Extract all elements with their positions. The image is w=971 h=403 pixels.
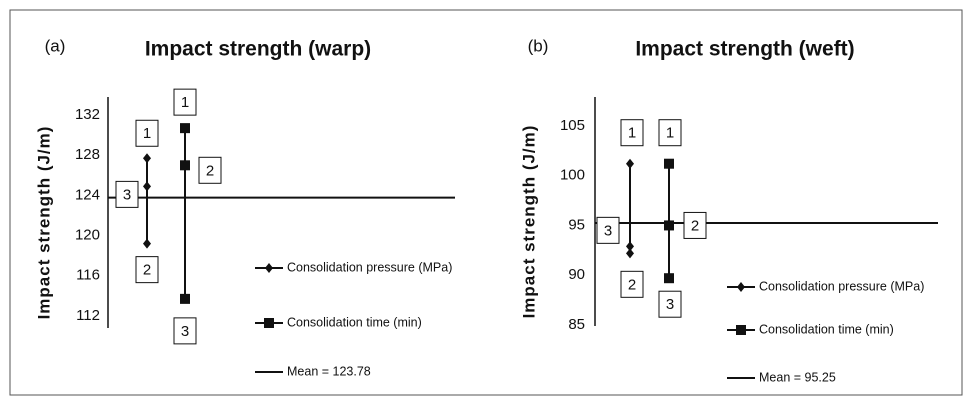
level-label: 2 (143, 262, 151, 279)
chart-panel: (b) Impact strength (weft) Impact strength… (519, 36, 938, 384)
level-box (173, 88, 197, 116)
marker (664, 158, 674, 169)
legend-marker (264, 318, 274, 328)
y-tick-label: 116 (76, 267, 100, 284)
level-box (173, 317, 197, 345)
marker (626, 241, 634, 252)
legend-label: Mean = 123.78 (287, 364, 371, 378)
marker (143, 181, 151, 192)
level-box (198, 156, 222, 184)
marker (180, 123, 190, 134)
y-tick-label: 105 (560, 117, 585, 134)
chart-panel: (a) Impact strength (warp) Impact strength… (34, 36, 455, 378)
level-box (620, 270, 644, 298)
frame (9, 9, 963, 396)
level-label: 2 (206, 162, 214, 179)
panel-label: (b) (528, 36, 549, 55)
level-label: 1 (666, 125, 674, 142)
level-box (658, 119, 682, 147)
level-box (683, 211, 707, 239)
level-box (658, 290, 682, 318)
marker (626, 158, 634, 169)
level-label: 2 (628, 276, 636, 293)
level-label: 1 (181, 94, 189, 111)
y-tick-label: 120 (75, 227, 100, 244)
y-axis-label: Impact strength (J/m) (34, 126, 53, 320)
chart-title: Impact strength (weft) (635, 38, 854, 61)
y-tick-label: 124 (75, 186, 100, 203)
marker (143, 153, 151, 164)
marker (664, 220, 674, 231)
level-box (620, 119, 644, 147)
y-tick-label: 100 (560, 167, 585, 184)
marker (626, 248, 634, 259)
y-tick-label: 132 (75, 106, 100, 123)
y-tick-label: 85 (568, 316, 585, 333)
legend-label: Mean = 95.25 (759, 370, 836, 384)
level-box (135, 256, 159, 284)
y-axis-label: Impact strength (J/m) (519, 125, 538, 319)
level-box (115, 180, 139, 208)
y-tick-label: 95 (568, 216, 585, 233)
level-label: 3 (604, 222, 612, 239)
marker (180, 293, 190, 304)
y-tick-label: 128 (75, 146, 100, 163)
legend-marker (265, 263, 273, 273)
level-label: 3 (181, 323, 189, 340)
y-tick-label: 90 (568, 266, 585, 283)
y-tick-label: 112 (76, 307, 100, 324)
level-label: 1 (628, 125, 636, 142)
legend-marker (737, 282, 745, 292)
legend-marker (736, 325, 746, 335)
panel-label: (a) (45, 36, 66, 55)
level-box (596, 216, 620, 244)
marker (180, 160, 190, 171)
legend-label: Consolidation pressure (MPa) (759, 279, 924, 293)
marker (664, 273, 674, 284)
marker (143, 238, 151, 249)
legend-label: Consolidation time (min) (287, 315, 422, 329)
level-label: 3 (666, 296, 674, 313)
level-box (135, 119, 159, 147)
chart-title: Impact strength (warp) (145, 38, 371, 61)
level-label: 2 (691, 217, 699, 234)
legend-label: Consolidation pressure (MPa) (287, 260, 452, 274)
legend-label: Consolidation time (min) (759, 322, 894, 336)
level-label: 3 (123, 186, 131, 203)
level-label: 1 (143, 125, 151, 142)
